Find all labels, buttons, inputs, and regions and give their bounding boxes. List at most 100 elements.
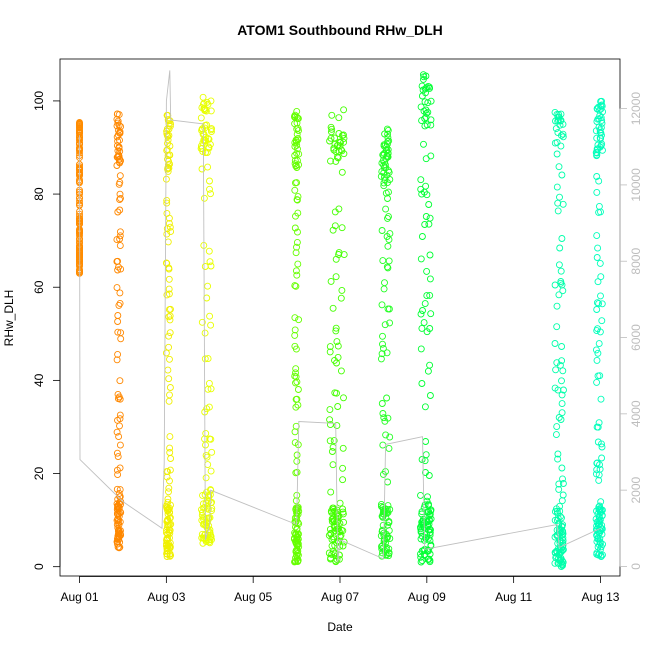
data-point <box>291 314 299 322</box>
data-point <box>116 242 124 250</box>
data-point <box>115 180 123 188</box>
data-point <box>207 97 215 105</box>
data-point <box>339 505 347 513</box>
data-point <box>291 179 299 187</box>
data-point <box>557 538 565 546</box>
x-tick-label: Aug 07 <box>321 590 359 604</box>
data-point <box>165 484 173 492</box>
data-point <box>327 128 335 136</box>
data-point <box>594 278 602 286</box>
data-point <box>553 359 561 367</box>
series-10 <box>592 97 607 560</box>
data-point <box>200 515 207 523</box>
data-point <box>384 509 392 517</box>
data-point <box>114 350 122 358</box>
data-point <box>294 551 302 559</box>
data-point <box>113 506 121 513</box>
y-tick-label: 0 <box>32 563 46 570</box>
data-point <box>328 125 336 133</box>
data-point <box>555 261 563 269</box>
data-point <box>116 486 124 494</box>
data-point <box>293 536 300 544</box>
data-point <box>558 357 566 365</box>
data-point <box>381 321 389 329</box>
data-point <box>592 526 600 534</box>
data-point <box>164 136 172 144</box>
data-point <box>379 410 387 417</box>
data-point <box>594 141 602 149</box>
series-layer <box>76 71 607 570</box>
y-axis: 0 20 40 60 80 100 <box>32 91 61 570</box>
secondary-line-layer <box>79 70 601 563</box>
data-point <box>340 138 348 146</box>
data-point <box>385 444 393 452</box>
data-point <box>292 369 299 377</box>
data-point <box>385 552 393 560</box>
data-point <box>164 161 172 169</box>
data-point <box>552 366 560 374</box>
data-point <box>421 115 429 122</box>
data-point <box>291 326 299 334</box>
x-axis-label: Date <box>327 620 353 634</box>
data-point <box>426 275 434 283</box>
data-point <box>293 107 301 115</box>
data-point <box>417 558 425 566</box>
data-point <box>383 125 391 133</box>
data-point <box>291 331 299 339</box>
data-point <box>552 125 560 133</box>
data-point <box>164 516 172 524</box>
data-point <box>165 526 173 534</box>
data-point <box>166 329 174 337</box>
data-point <box>115 263 122 271</box>
data-point <box>377 355 385 363</box>
data-point <box>340 538 348 546</box>
data-point <box>423 191 431 199</box>
data-point <box>166 444 174 452</box>
data-point <box>292 282 300 290</box>
data-point <box>558 409 566 417</box>
data-point <box>598 454 606 462</box>
data-point <box>292 161 300 169</box>
data-point <box>201 355 209 363</box>
y-tick-label: 20 <box>32 467 46 481</box>
x-tick-label: Aug 01 <box>61 590 99 604</box>
data-point <box>114 453 122 461</box>
data-point <box>163 550 171 558</box>
data-point <box>554 509 561 517</box>
data-point <box>291 186 299 194</box>
data-point <box>162 502 170 510</box>
data-point <box>165 375 173 383</box>
data-point <box>336 551 343 559</box>
data-point <box>166 477 173 485</box>
data-point <box>166 316 174 324</box>
data-point <box>556 244 564 252</box>
data-point <box>331 134 339 142</box>
data-point <box>208 128 215 136</box>
data-point <box>424 99 432 107</box>
data-point <box>114 318 122 325</box>
data-point <box>559 475 566 483</box>
data-point <box>76 122 83 130</box>
data-point <box>557 278 565 285</box>
data-point <box>165 285 173 293</box>
data-point <box>596 535 604 543</box>
data-point <box>597 395 605 403</box>
y-tick-label: 100 <box>32 91 46 111</box>
data-point <box>593 188 601 196</box>
data-point <box>556 121 564 129</box>
x-tick-label: Aug 09 <box>408 590 446 604</box>
data-point <box>202 474 210 482</box>
data-point <box>292 403 300 411</box>
data-point <box>417 176 425 184</box>
data-point <box>386 319 394 327</box>
data-point <box>114 137 122 145</box>
data-point <box>382 431 390 439</box>
data-point <box>328 111 336 119</box>
data-point <box>425 220 433 228</box>
data-point <box>383 349 391 357</box>
data-point <box>164 167 172 175</box>
data-point <box>559 120 567 128</box>
data-point <box>167 228 175 236</box>
data-point <box>294 260 302 268</box>
data-point <box>593 232 601 240</box>
